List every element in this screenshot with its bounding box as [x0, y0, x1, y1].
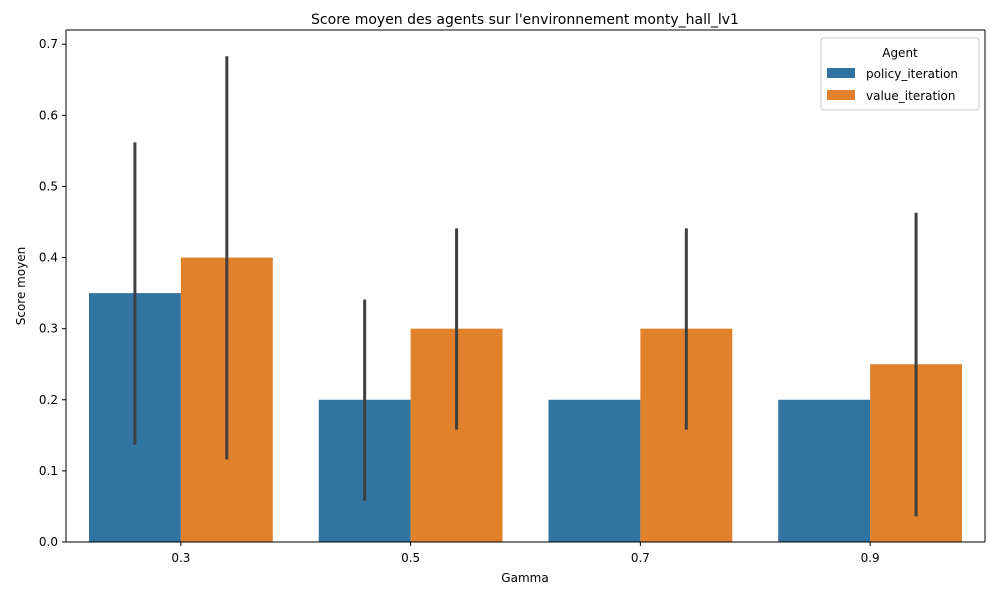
y-tick-label: 0.5	[39, 179, 58, 193]
y-tick-label: 0.6	[39, 108, 58, 122]
y-tick-label: 0.0	[39, 535, 58, 549]
y-axis-label: Score moyen	[14, 247, 28, 326]
bars-layer	[88, 257, 963, 542]
x-ticks: 0.3 0.5 0.7 0.9	[171, 542, 880, 565]
y-tick-label: 0.2	[39, 393, 58, 407]
legend-label-value-iteration: value_iteration	[866, 89, 955, 103]
bar-policy-iteration-0.7	[548, 399, 641, 542]
x-tick-label: 0.7	[631, 551, 650, 565]
legend-box	[820, 37, 980, 111]
y-tick-label: 0.4	[39, 251, 58, 265]
error-bars-layer	[133, 56, 918, 517]
y-tick-label: 0.7	[39, 37, 58, 51]
y-tick-label: 0.1	[39, 464, 58, 478]
legend-swatch-value-iteration	[827, 90, 855, 100]
x-axis-label: Gamma	[501, 571, 548, 585]
legend-title: Agent	[882, 46, 918, 60]
y-ticks: 0.0 0.1 0.2 0.3 0.4 0.5 0.6 0.7	[39, 37, 66, 549]
legend-label-policy-iteration: policy_iteration	[866, 67, 958, 81]
legend: Agent policy_iteration value_iteration	[820, 37, 980, 111]
y-tick-label: 0.3	[39, 322, 58, 336]
chart-title: Score moyen des agents sur l'environneme…	[311, 12, 739, 28]
x-tick-label: 0.9	[861, 551, 880, 565]
bar-policy-iteration-0.9	[778, 399, 871, 542]
legend-swatch-policy-iteration	[827, 68, 855, 78]
x-tick-label: 0.3	[171, 551, 190, 565]
x-tick-label: 0.5	[401, 551, 420, 565]
